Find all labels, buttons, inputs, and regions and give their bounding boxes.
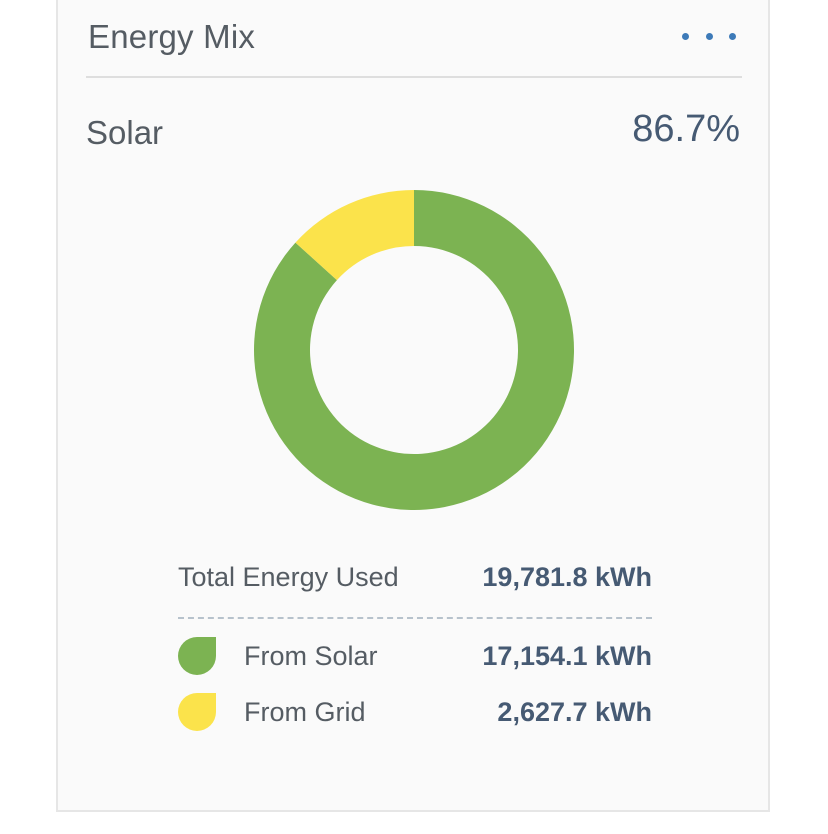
legend-row-grid: From Grid 2,627.7 kWh — [178, 693, 652, 737]
metric-label: Solar — [86, 114, 164, 151]
legend-row-solar: From Solar 17,154.1 kWh — [178, 637, 652, 681]
energy-donut-chart — [254, 190, 574, 510]
legend-label-solar: From Solar — [244, 641, 378, 671]
donut-slice-from-grid — [295, 190, 414, 281]
menu-dot — [729, 32, 736, 40]
total-energy-label: Total Energy Used — [178, 562, 399, 592]
solar-leaf-icon — [178, 637, 216, 675]
legend-value-grid: 2,627.7 kWh — [497, 697, 652, 727]
energy-mix-card — [56, 0, 770, 812]
menu-dot — [682, 32, 689, 40]
header-divider — [86, 76, 742, 78]
metric-value: 86.7% — [632, 108, 740, 150]
legend-label-grid: From Grid — [244, 697, 366, 727]
grid-leaf-icon — [178, 693, 216, 731]
donut-slice-from-solar — [254, 190, 574, 510]
summary-divider — [178, 617, 652, 619]
menu-dot — [705, 32, 713, 40]
more-options-icon[interactable] — [682, 30, 736, 42]
legend-value-solar: 17,154.1 kWh — [482, 641, 652, 671]
total-energy-row: Total Energy Used 19,781.8 kWh — [178, 562, 652, 602]
total-energy-value: 19,781.8 kWh — [482, 562, 652, 592]
card-title: Energy Mix — [88, 18, 256, 55]
